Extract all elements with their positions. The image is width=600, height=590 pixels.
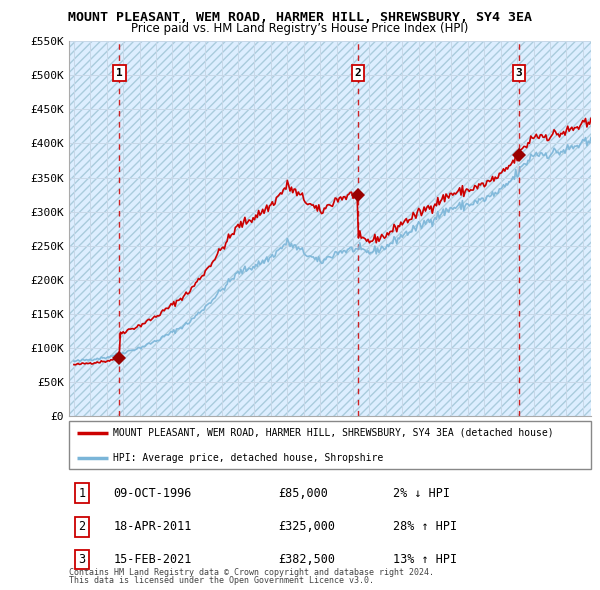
Text: MOUNT PLEASANT, WEM ROAD, HARMER HILL, SHREWSBURY, SY4 3EA (detached house): MOUNT PLEASANT, WEM ROAD, HARMER HILL, S… — [113, 428, 554, 438]
Text: MOUNT PLEASANT, WEM ROAD, HARMER HILL, SHREWSBURY, SY4 3EA: MOUNT PLEASANT, WEM ROAD, HARMER HILL, S… — [68, 11, 532, 24]
Text: 15-FEB-2021: 15-FEB-2021 — [113, 553, 192, 566]
Text: £85,000: £85,000 — [278, 487, 328, 500]
Text: 2% ↓ HPI: 2% ↓ HPI — [392, 487, 449, 500]
FancyBboxPatch shape — [69, 421, 591, 469]
Text: 2: 2 — [79, 520, 86, 533]
Text: 3: 3 — [516, 68, 523, 78]
Text: HPI: Average price, detached house, Shropshire: HPI: Average price, detached house, Shro… — [113, 453, 383, 463]
Text: £382,500: £382,500 — [278, 553, 335, 566]
Text: £325,000: £325,000 — [278, 520, 335, 533]
Text: 18-APR-2011: 18-APR-2011 — [113, 520, 192, 533]
Text: 13% ↑ HPI: 13% ↑ HPI — [392, 553, 457, 566]
Text: Contains HM Land Registry data © Crown copyright and database right 2024.: Contains HM Land Registry data © Crown c… — [69, 568, 434, 576]
Text: 3: 3 — [79, 553, 86, 566]
Bar — [69, 41, 591, 416]
Text: Price paid vs. HM Land Registry’s House Price Index (HPI): Price paid vs. HM Land Registry’s House … — [131, 22, 469, 35]
Text: 2: 2 — [355, 68, 361, 78]
Text: 1: 1 — [79, 487, 86, 500]
Text: 28% ↑ HPI: 28% ↑ HPI — [392, 520, 457, 533]
Text: This data is licensed under the Open Government Licence v3.0.: This data is licensed under the Open Gov… — [69, 576, 374, 585]
Text: 1: 1 — [116, 68, 123, 78]
Text: 09-OCT-1996: 09-OCT-1996 — [113, 487, 192, 500]
